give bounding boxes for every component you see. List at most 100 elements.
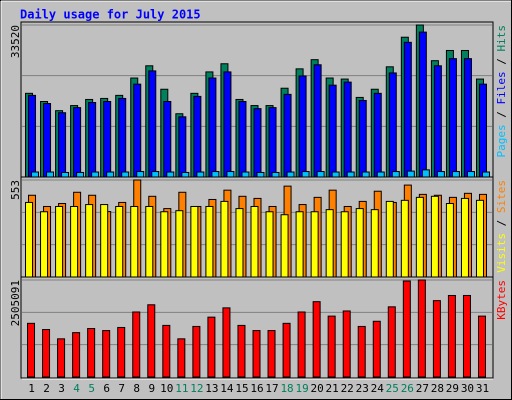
- bar: [130, 205, 139, 278]
- bar: [432, 300, 441, 378]
- bar: [162, 324, 171, 378]
- bar: [265, 211, 274, 278]
- bar: [253, 108, 262, 178]
- bar: [132, 311, 141, 378]
- bar: [373, 92, 382, 178]
- x-tick-label: 21: [326, 382, 339, 395]
- bar: [415, 196, 424, 278]
- bar: [57, 338, 66, 378]
- bar: [297, 311, 306, 378]
- bar: [376, 171, 385, 178]
- bar: [175, 210, 184, 278]
- bar: [163, 100, 172, 178]
- bar: [28, 94, 37, 178]
- bar: [268, 107, 277, 178]
- bar: [70, 205, 79, 278]
- x-tick-label: 6: [103, 382, 110, 395]
- bar: [271, 171, 280, 178]
- bar: [328, 84, 337, 178]
- bar: [331, 171, 340, 178]
- bar: [430, 195, 439, 278]
- bar: [181, 171, 190, 178]
- bar: [25, 201, 34, 278]
- bar: [295, 211, 304, 278]
- bar: [267, 330, 276, 378]
- x-tick-label: 4: [73, 382, 80, 395]
- bar: [136, 171, 145, 178]
- x-tick-label: 15: [235, 382, 248, 395]
- x-tick-label: 30: [461, 382, 474, 395]
- bar: [237, 324, 246, 378]
- x-tick-label: 3: [58, 382, 65, 395]
- x-tick-label: 19: [295, 382, 308, 395]
- bar: [72, 332, 81, 378]
- x-tick-label: 28: [431, 382, 444, 395]
- bar: [327, 315, 336, 378]
- bar: [73, 107, 82, 178]
- bar: [76, 171, 85, 178]
- legend-entry: Hits: [495, 25, 508, 52]
- bar: [241, 171, 250, 178]
- bar: [361, 171, 370, 178]
- bar: [346, 171, 355, 178]
- bar: [406, 170, 415, 178]
- bar: [313, 64, 322, 178]
- x-tick-label: 16: [250, 382, 263, 395]
- x-tick-label: 12: [190, 382, 203, 395]
- x-tick-label: 24: [371, 382, 385, 395]
- legend-entry: Visits: [495, 233, 508, 273]
- x-tick-label: 25: [386, 382, 399, 395]
- bar: [478, 83, 487, 178]
- legend-separator: /: [495, 105, 508, 125]
- bar: [421, 169, 430, 178]
- bar: [477, 315, 486, 378]
- chart-title: Daily usage for July 2015: [20, 8, 201, 22]
- bar: [115, 205, 124, 278]
- bar: [43, 103, 52, 178]
- x-tick-label: 22: [341, 382, 354, 395]
- bar: [403, 41, 412, 178]
- bar: [193, 95, 202, 178]
- bar: [462, 294, 471, 378]
- bar: [466, 171, 475, 178]
- bar: [402, 280, 411, 378]
- bar: [301, 171, 310, 178]
- y-tick-label: 33520: [9, 25, 22, 58]
- bar: [147, 304, 156, 378]
- x-tick-label: 14: [220, 382, 234, 395]
- bar: [316, 171, 325, 178]
- bar: [100, 204, 109, 278]
- bar: [46, 171, 55, 178]
- bar: [178, 116, 187, 178]
- bar: [391, 171, 400, 178]
- legend-entry: Files: [495, 71, 508, 104]
- bar: [280, 214, 289, 278]
- bar: [283, 93, 292, 178]
- bar: [357, 325, 366, 378]
- x-tick-label: 10: [160, 382, 173, 395]
- x-tick-label: 23: [356, 382, 369, 395]
- x-tick-label: 29: [446, 382, 459, 395]
- bar: [447, 294, 456, 378]
- bar: [222, 307, 231, 378]
- bar: [436, 171, 445, 178]
- legend-separator: /: [495, 52, 508, 72]
- bar: [85, 204, 94, 278]
- bar: [42, 329, 51, 378]
- legend: Visits / Sites: [495, 180, 508, 273]
- bar: [177, 338, 186, 378]
- legend-entry: Pages: [495, 124, 508, 157]
- bar: [388, 72, 397, 178]
- y-tick-label: 553: [9, 180, 22, 200]
- bar: [235, 208, 244, 278]
- bar: [196, 171, 205, 178]
- x-tick-label: 8: [133, 382, 140, 395]
- bar: [387, 306, 396, 378]
- bar: [103, 100, 112, 178]
- bar: [192, 325, 201, 378]
- bar: [475, 199, 484, 278]
- bar: [448, 58, 457, 178]
- bar: [358, 99, 367, 178]
- bar: [148, 70, 157, 178]
